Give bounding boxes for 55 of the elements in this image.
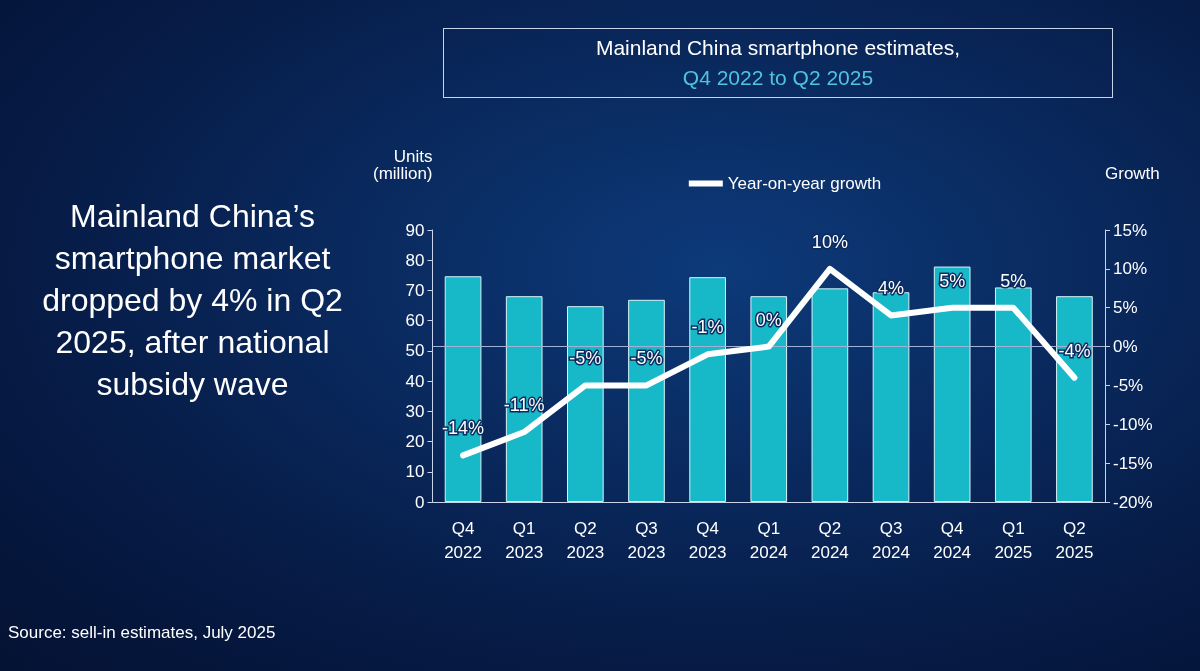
y-tick-label: 30 — [405, 401, 425, 421]
bar — [505, 296, 543, 502]
bar — [567, 306, 604, 502]
x-tick-label: Q3 2023 — [627, 518, 666, 562]
y2-tick-label: -5% — [1113, 375, 1144, 395]
x-tick-label: Q4 2023 — [688, 518, 727, 562]
x-tick-label: Q4 2022 — [444, 518, 482, 562]
x-tick-label: Q3 2024 — [872, 518, 910, 562]
bar — [994, 287, 1032, 502]
y-tick-label: 80 — [405, 250, 425, 270]
x-tick-label: Q2 2023 — [566, 518, 605, 562]
data-label: -5% — [569, 348, 602, 369]
bar — [750, 296, 788, 502]
bar — [444, 276, 482, 502]
y-tick-label: 90 — [405, 220, 425, 240]
y2-tick-label: 0% — [1113, 337, 1138, 357]
bar — [872, 292, 910, 502]
chart-title: Mainland China smartphone estimates, — [594, 35, 962, 61]
y-tick-label: 70 — [405, 280, 425, 300]
bar — [689, 277, 726, 502]
x-tick-label: Q2 2024 — [810, 518, 849, 562]
data-label: -5% — [630, 348, 663, 369]
legend-label: Year-on-year growth — [727, 174, 882, 193]
y2-tick-label: -15% — [1113, 453, 1153, 473]
y2-tick-label: -10% — [1113, 414, 1153, 434]
x-tick-label: Q1 2025 — [994, 518, 1033, 562]
y2-tick-label: 15% — [1113, 220, 1148, 240]
data-label: 5% — [1000, 270, 1027, 291]
bar — [811, 288, 849, 502]
y2-tick-label: 10% — [1113, 259, 1148, 279]
x-tick-label: Q1 2024 — [749, 518, 788, 562]
y2-tick-label: -20% — [1113, 492, 1153, 512]
y-axis-title: Units (million) — [373, 147, 433, 183]
data-label: -4% — [1058, 340, 1091, 361]
data-label: 10% — [811, 231, 848, 252]
data-label: -1% — [691, 317, 724, 338]
data-label: 0% — [755, 309, 782, 330]
source-note: Source: sell-in estimates, July 2025 — [8, 623, 276, 643]
y-tick-label: 0 — [415, 492, 425, 512]
y2-axis-title: Growth — [1105, 164, 1160, 183]
y-tick-label: 40 — [405, 371, 425, 391]
x-tick-label: Q1 2023 — [505, 518, 544, 562]
text: Mainland China’s smartphone market dropped by 4% in Q2 2025, after national subsidy wave — [41, 197, 344, 404]
x-tick-label: Q4 2024 — [933, 518, 972, 562]
y-tick-label: 60 — [405, 311, 425, 331]
bar — [628, 299, 665, 502]
x-tick-label: Q2 2025 — [1055, 518, 1094, 562]
data-label: 5% — [939, 270, 966, 291]
y-tick-label: 10 — [405, 462, 425, 482]
y-tick-label: 20 — [405, 432, 425, 452]
bar — [933, 266, 971, 502]
y2-tick-label: 5% — [1113, 298, 1138, 318]
chart-subtitle: Q4 2022 to Q2 2025 — [681, 65, 875, 91]
bar — [1056, 296, 1093, 502]
y-tick-label: 50 — [405, 341, 425, 361]
